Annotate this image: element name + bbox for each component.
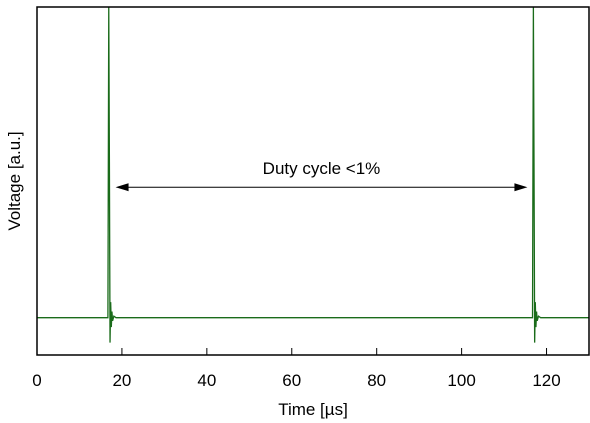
x-tick-label: 20 xyxy=(112,371,131,390)
annotation-label: Duty cycle <1% xyxy=(263,159,381,178)
y-axis-label: Voltage [a.u.] xyxy=(5,131,24,230)
x-tick-label: 60 xyxy=(282,371,301,390)
x-tick-label: 40 xyxy=(197,371,216,390)
arrowhead-left xyxy=(116,183,129,191)
x-tick-label: 80 xyxy=(367,371,386,390)
x-tick-label: 0 xyxy=(32,371,41,390)
x-axis-label: Time [µs] xyxy=(278,400,348,419)
plot-frame xyxy=(37,7,589,355)
x-tick-label: 120 xyxy=(532,371,560,390)
arrowhead-right xyxy=(514,183,527,191)
x-tick-label: 100 xyxy=(447,371,475,390)
annotation: Duty cycle <1% xyxy=(116,159,528,191)
